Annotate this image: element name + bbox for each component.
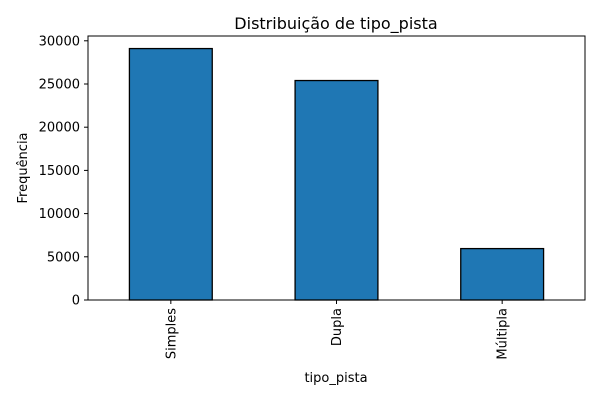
x-axis: Simples Dupla Múltipla [164,300,511,360]
y-tick-label: 15000 [39,164,80,179]
x-axis-label: tipo_pista [304,371,367,386]
y-tick-label: 0 [72,294,80,309]
y-axis-label: Frequência [16,132,31,203]
bar-simples [128,47,213,301]
plot-frame [87,35,586,301]
bar-múltipla [460,247,545,301]
y-tick-label: 30000 [39,34,80,49]
x-tick-label: Simples [164,308,179,359]
bar-dupla [294,79,379,301]
y-tick-label: 25000 [39,77,80,92]
y-tick-label: 5000 [47,250,80,265]
y-tick-label: 20000 [39,121,80,136]
chart-title: Distribuição de tipo_pista [234,14,437,34]
x-tick-label: Múltipla [496,308,511,360]
x-tick-label: Dupla [330,308,345,346]
y-tick-label: 10000 [39,207,80,222]
y-axis: 0 5000 10000 15000 20000 25000 30000 [39,34,88,309]
bars-layer [128,47,545,301]
